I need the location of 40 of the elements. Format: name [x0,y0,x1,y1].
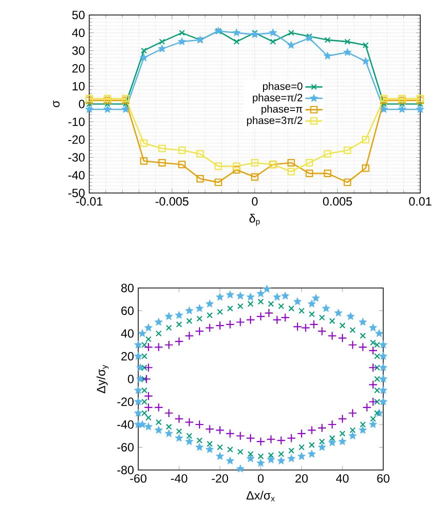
x-tick-label: 20 [295,474,308,483]
x-tick-label: 0.005 [322,197,352,206]
y-tick-label: -80 [117,466,134,474]
x-tick-label: -0.01 [76,197,102,206]
x-tick-label: 60 [377,474,390,483]
y-axis-title: σ [53,100,60,108]
x-tick-label: -0.005 [155,197,188,206]
x-tick-label: -20 [212,474,228,483]
x-axis-title: Δx/σ$_{x}$ [246,490,275,502]
y-tick-label: -40 [68,170,84,180]
y-tick-label: 50 [72,10,84,20]
y-tick-label: 10 [72,82,84,90]
y-axis-title: Δy/σ$_{y}$ [96,364,108,394]
y-tick-label: 60 [121,306,134,315]
x-tick-label: 0 [252,197,258,206]
legend-label: phase=0 [262,82,302,92]
x-tick-label: 0.01 [408,197,432,206]
x-tick-label: 0 [258,474,264,483]
y-tick-label: 30 [72,46,84,55]
y-tick-label: 40 [72,28,84,38]
y-tick-label: 40 [120,329,134,338]
legend-label: phase=π/2 [252,94,302,104]
y-tick-label: -60 [117,443,134,452]
y-tick-label: 0 [128,374,134,384]
y-tick-label: -30 [68,153,84,162]
y-tick-label: 0 [78,100,84,108]
y-tick-label: 80 [121,284,134,292]
y-tick-label: 20 [72,64,84,73]
y-tick-label: -10 [68,118,84,126]
x-tick-label: 40 [336,474,348,483]
y-tick-label: -50 [68,188,84,198]
y-tick-label: -20 [117,398,134,406]
legend-label: phase=3π/2 [246,116,302,126]
x-axis-title: δ$_{p}$ [249,214,260,226]
y-tick-label: 20 [121,352,134,360]
legend-label: phase=π [261,104,302,115]
y-tick-label: -40 [117,420,134,429]
x-tick-label: -40 [170,474,188,483]
y-tick-label: -20 [68,135,84,144]
x-tick-label: -60 [130,474,146,483]
